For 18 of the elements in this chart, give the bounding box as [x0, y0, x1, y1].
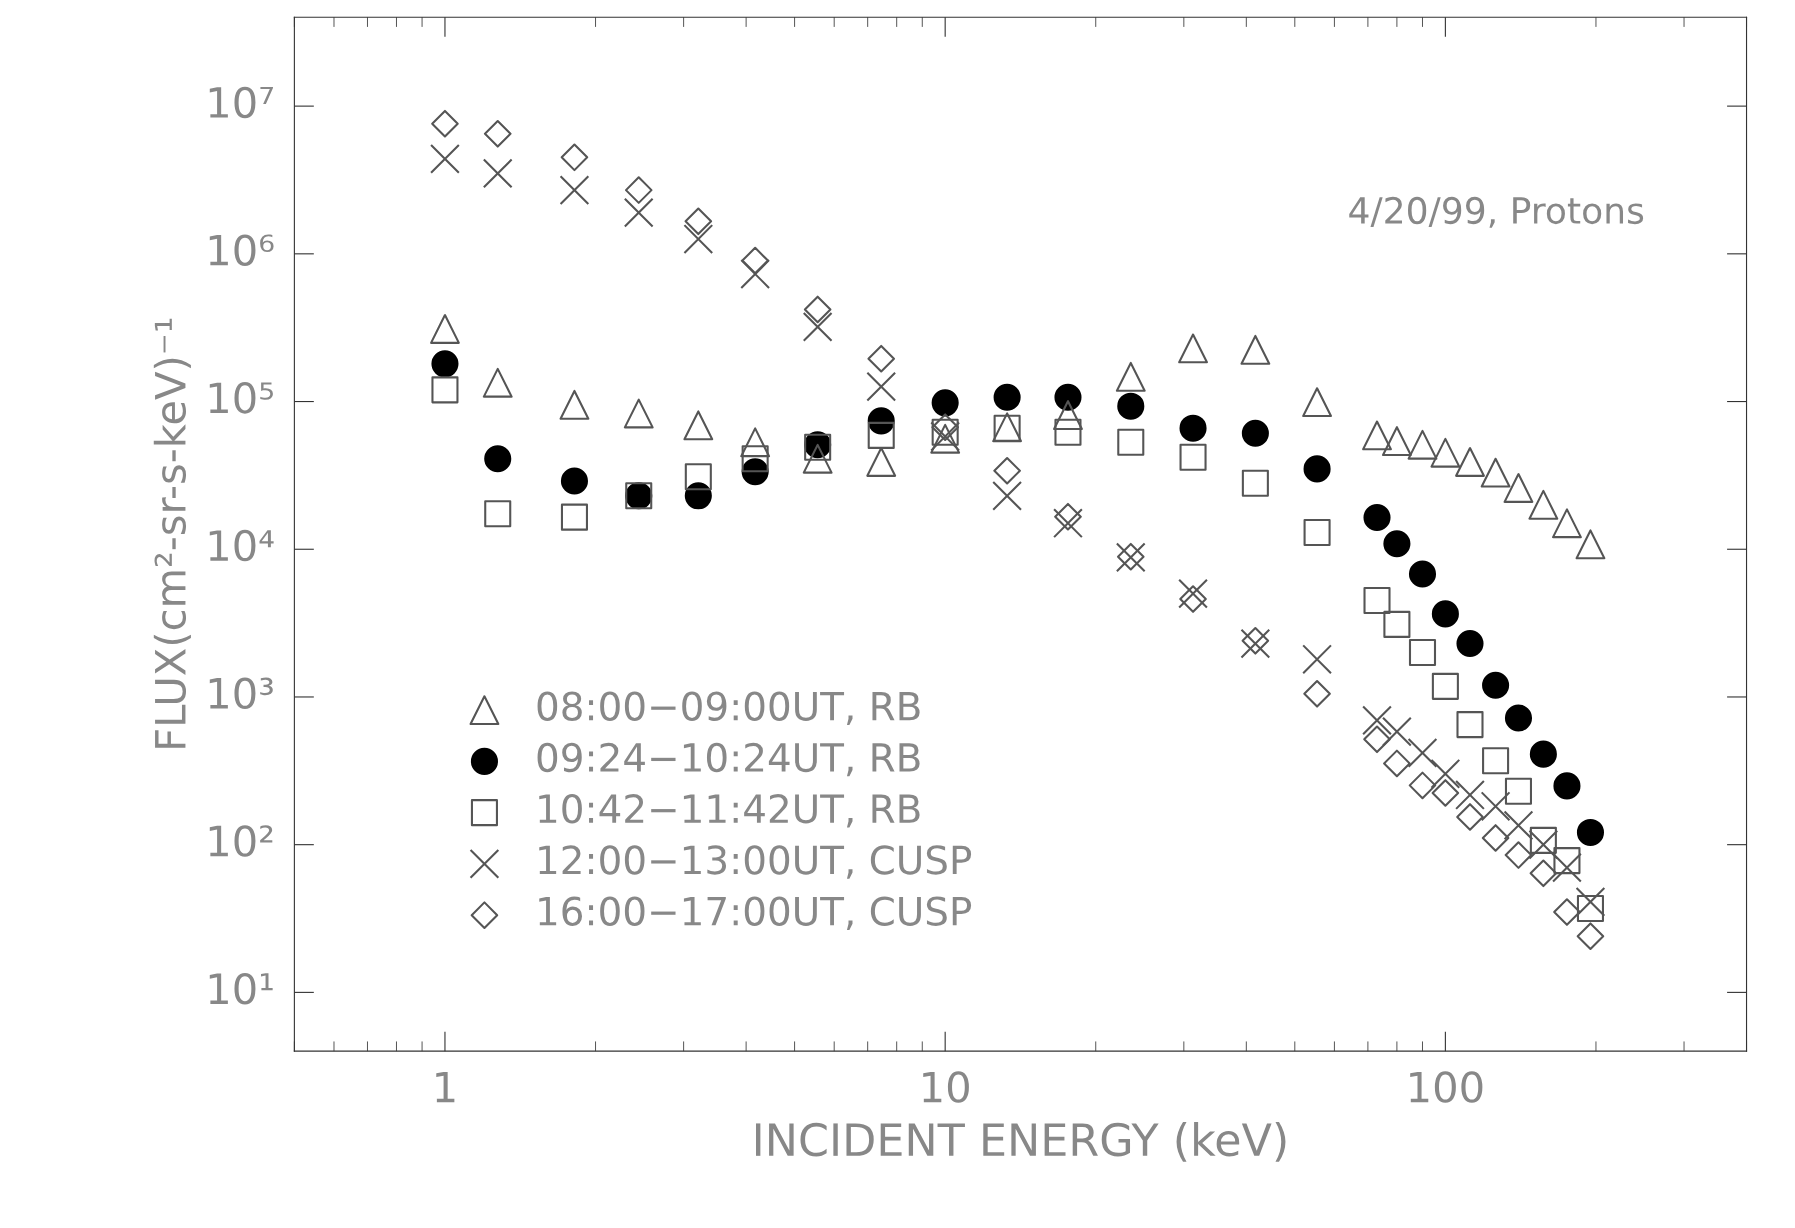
y-tick-label: 10³: [209, 677, 273, 710]
legend-label: 16:00−17:00UT, CUSP: [539, 896, 972, 930]
y-axis-title: FLUX(cm²-sr-s-keV)⁻¹: [153, 318, 191, 748]
legend-label: 12:00−13:00UT, CUSP: [539, 845, 972, 879]
x-tick-label: 1: [436, 1071, 455, 1103]
y-tick-label: 10⁶: [209, 234, 274, 266]
y-tick-label: 10²: [209, 825, 273, 857]
legend-label: 09:24−10:24UT, RB: [537, 742, 920, 777]
annotation: 4/20/99, Protons: [1349, 196, 1644, 228]
x-tick-label: 10: [923, 1071, 969, 1103]
y-tick-label: 10⁴: [209, 529, 274, 562]
legend-label: 10:42−11:42UT, RB: [539, 794, 920, 828]
legend-label: 08:00−09:00UT, RB: [537, 691, 920, 725]
x-tick-label: 100: [1410, 1071, 1483, 1103]
y-tick-label: 10⁷: [209, 86, 273, 119]
y-tick-label: 10¹: [209, 972, 273, 1005]
x-axis-title: INCIDENT ENERGY (keV): [755, 1122, 1286, 1162]
y-tick-label: 10⁵: [209, 382, 273, 414]
